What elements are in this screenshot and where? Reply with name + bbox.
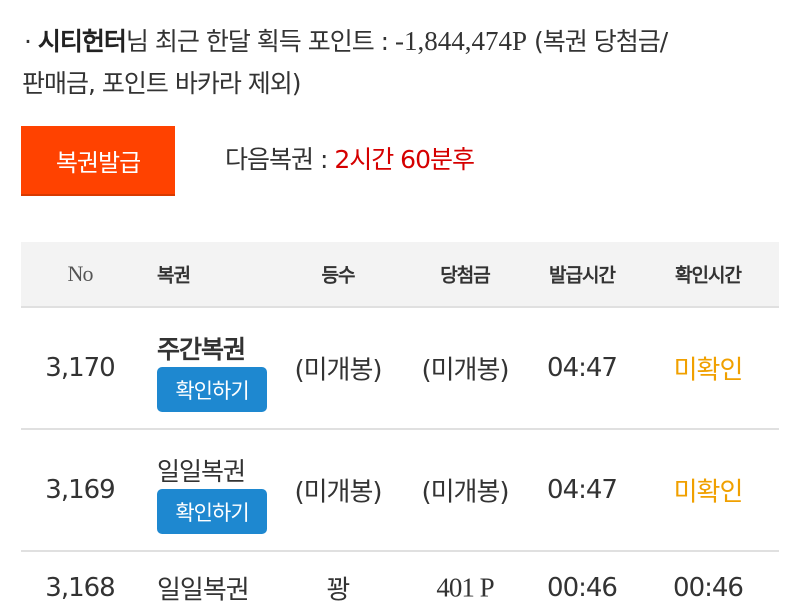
row-ticket: 주간복권 xyxy=(157,335,246,364)
check-button[interactable]: 확인하기 xyxy=(157,367,267,412)
table-row: 3,168 일일복권 꽝 401 P 00:46 00:46 xyxy=(21,552,779,610)
username: 시티헌터 xyxy=(37,27,127,56)
row-no: 3,170 xyxy=(45,353,115,383)
table-row: 3,169 일일복권 확인하기 (미개봉) (미개봉) 04:47 미확인 xyxy=(21,430,779,552)
header-no: No xyxy=(67,261,94,286)
bullet: · xyxy=(24,27,32,56)
row-rank: (미개봉) xyxy=(294,477,382,508)
summary-note: (복권 당첨금/ xyxy=(527,27,668,56)
next-countdown: 2시간 60분후 xyxy=(334,145,475,174)
check-button[interactable]: 확인하기 xyxy=(157,489,267,534)
next-label: 다음복권 : xyxy=(225,145,335,174)
points-summary: · 시티헌터님 최근 한달 획득 포인트 : -1,844,474P (복권 당… xyxy=(24,22,668,58)
row-checked: 00:46 xyxy=(673,573,744,603)
row-rank: (미개봉) xyxy=(294,355,382,386)
points-value: -1,844,474P xyxy=(395,26,528,56)
row-ticket: 일일복권 xyxy=(157,457,246,486)
summary-note-cont: 판매금, 포인트 바카라 제외) xyxy=(22,69,302,98)
row-checked: 미확인 xyxy=(673,477,744,508)
row-prize: 401 P xyxy=(436,572,494,603)
row-rank: 꽝 xyxy=(326,575,351,606)
table-row: 3,170 주간복권 확인하기 (미개봉) (미개봉) 04:47 미확인 xyxy=(21,308,779,430)
issue-lottery-button[interactable]: 복권발급 xyxy=(21,126,175,196)
table-header: No 복권 등수 당첨금 발급시간 확인시간 xyxy=(21,242,779,308)
row-no: 3,169 xyxy=(45,475,115,505)
next-lottery: 다음복권 : 2시간 60분후 xyxy=(225,140,475,176)
row-checked: 미확인 xyxy=(673,355,744,386)
row-issued: 04:47 xyxy=(547,353,618,383)
lottery-table: No 복권 등수 당첨금 발급시간 확인시간 3,170 주간복권 확인하기 (… xyxy=(21,242,779,610)
row-prize: (미개봉) xyxy=(421,477,509,508)
header-checked: 확인시간 xyxy=(675,264,742,287)
row-issued: 04:47 xyxy=(547,475,618,505)
row-ticket: 일일복권 xyxy=(157,575,250,606)
row-prize: (미개봉) xyxy=(421,355,509,386)
header-issued: 발급시간 xyxy=(549,264,616,287)
header-prize: 당첨금 xyxy=(440,264,490,287)
header-rank: 등수 xyxy=(321,264,356,287)
row-issued: 00:46 xyxy=(547,573,618,603)
header-ticket: 복권 xyxy=(157,264,191,287)
row-no: 3,168 xyxy=(45,573,115,603)
summary-text: 님 최근 한달 획득 포인트 : xyxy=(125,27,396,56)
